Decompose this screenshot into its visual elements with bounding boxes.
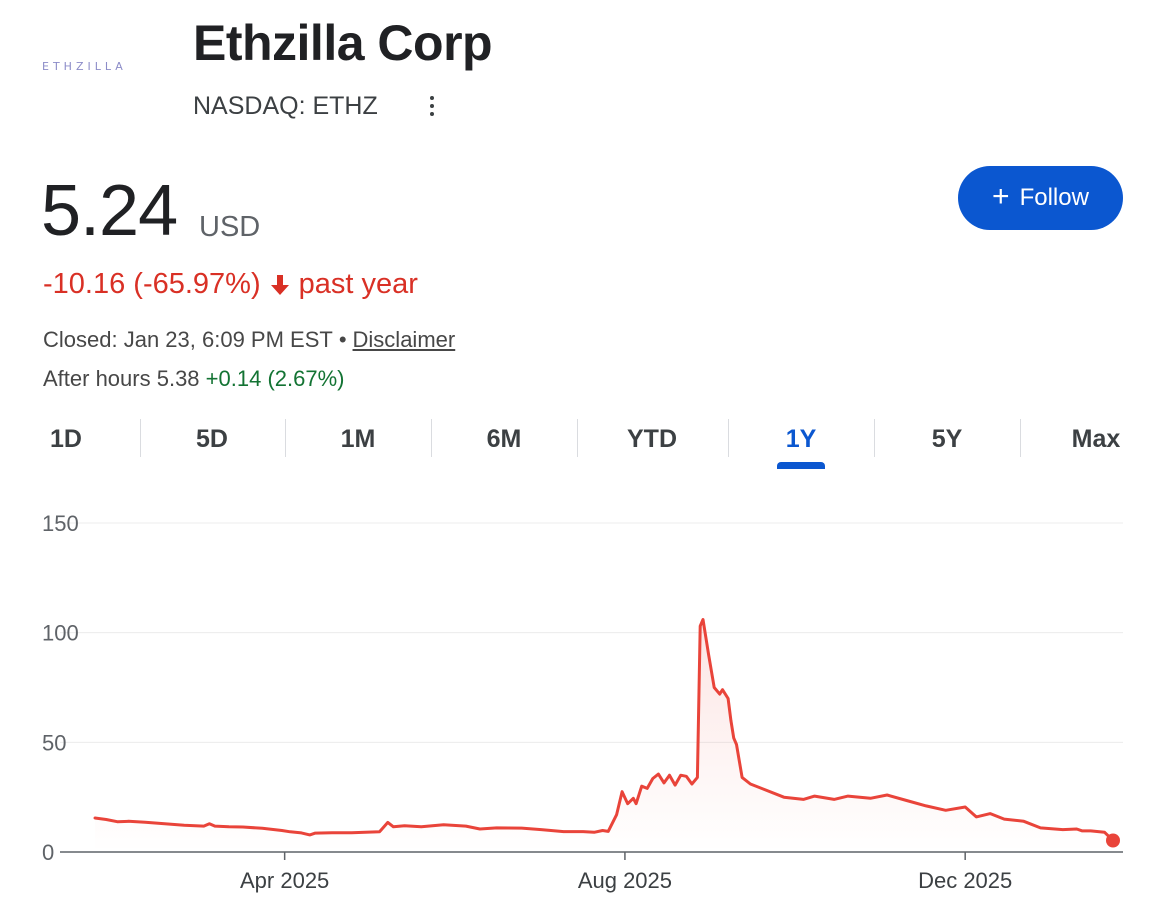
after-hours-price: After hours 5.38 xyxy=(43,366,200,391)
tab-divider xyxy=(285,419,286,457)
separator-dot: • xyxy=(338,327,347,352)
x-tick-label: Dec 2025 xyxy=(918,868,1012,893)
price-line xyxy=(93,618,1115,842)
price-change-period: past year xyxy=(298,268,418,300)
y-tick-label: 150 xyxy=(42,511,79,536)
arrow-down-icon xyxy=(269,273,291,297)
price-chart: 0 50 100 150 Apr 2025 Aug 2025 Dec 2025 xyxy=(42,511,1123,893)
price-change-value: -10.16 (-65.97%) xyxy=(43,268,261,300)
after-hours-change: +0.14 (2.67%) xyxy=(205,366,345,391)
tab-divider xyxy=(577,419,578,457)
ticker-symbol: NASDAQ: ETHZ xyxy=(193,92,378,120)
price-change: -10.16 (-65.97%) past year xyxy=(43,268,418,301)
x-tick-label: Apr 2025 xyxy=(240,868,329,893)
tab-divider xyxy=(1020,419,1021,457)
disclaimer-link[interactable]: Disclaimer xyxy=(352,327,456,352)
tab-ytd[interactable]: YTD xyxy=(627,424,677,453)
range-tabs: 1D 5D 1M 6M YTD 1Y 5Y Max xyxy=(30,414,1130,470)
area-fill xyxy=(95,619,1113,852)
y-tick-label: 0 xyxy=(42,840,54,865)
follow-button-label: Follow xyxy=(1019,184,1089,211)
tab-1d[interactable]: 1D xyxy=(50,424,82,453)
tab-divider xyxy=(874,419,875,457)
last-price-dot xyxy=(1106,833,1120,848)
company-logo: ETHZILLA xyxy=(42,60,127,73)
tab-6m[interactable]: 6M xyxy=(486,424,522,453)
plus-icon: + xyxy=(992,179,1010,213)
follow-button[interactable]: + Follow xyxy=(958,166,1123,230)
more-options-icon[interactable] xyxy=(422,92,442,120)
y-tick-label: 100 xyxy=(42,621,79,646)
tab-divider xyxy=(140,419,141,457)
tab-divider xyxy=(728,419,729,457)
market-status: Closed: Jan 23, 6:09 PM EST • Disclaimer xyxy=(43,327,455,353)
company-name: Ethzilla Corp xyxy=(193,15,493,71)
tab-5y[interactable]: 5Y xyxy=(931,424,963,453)
x-tick-label: Aug 2025 xyxy=(578,868,672,893)
tab-1y[interactable]: 1Y xyxy=(785,424,817,453)
tab-1m[interactable]: 1M xyxy=(340,424,376,453)
tab-divider xyxy=(431,419,432,457)
currency-label: USD xyxy=(199,211,261,243)
y-tick-label: 50 xyxy=(42,730,66,755)
tab-5d[interactable]: 5D xyxy=(196,424,228,453)
after-hours: After hours 5.38 +0.14 (2.67%) xyxy=(43,366,344,392)
active-tab-indicator xyxy=(777,462,825,469)
current-price: 5.24 xyxy=(41,171,178,251)
tab-max[interactable]: Max xyxy=(1071,424,1121,453)
closed-time: Closed: Jan 23, 6:09 PM EST xyxy=(43,327,333,352)
